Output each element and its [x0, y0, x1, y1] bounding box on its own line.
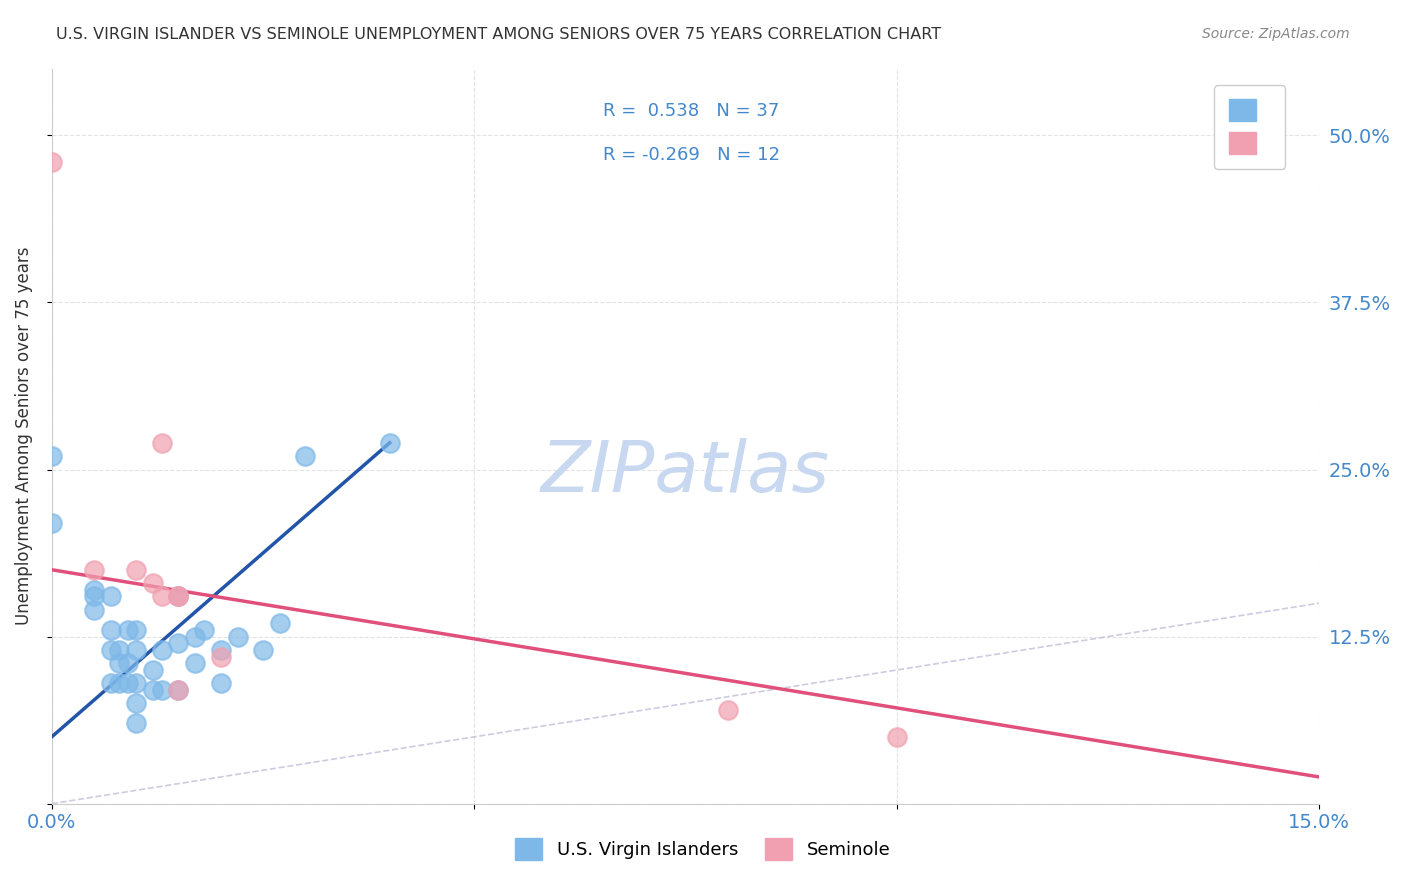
Point [108, 643, 131, 657]
Point [226, 630, 249, 644]
Point [100, 676, 122, 690]
Point [150, 643, 173, 657]
Point [209, 643, 232, 657]
Point [193, 623, 215, 637]
Point [100, 623, 122, 637]
Point [41, 516, 63, 530]
Point [108, 676, 131, 690]
Point [167, 590, 190, 604]
Point [100, 643, 122, 657]
Point [125, 643, 148, 657]
Point [117, 676, 139, 690]
Point [125, 716, 148, 731]
Point [41, 449, 63, 463]
Point [167, 590, 190, 604]
Point [83, 603, 105, 617]
Point [209, 649, 232, 664]
Point [125, 676, 148, 690]
Text: U.S. VIRGIN ISLANDER VS SEMINOLE UNEMPLOYMENT AMONG SENIORS OVER 75 YEARS CORREL: U.S. VIRGIN ISLANDER VS SEMINOLE UNEMPLO… [56, 27, 942, 42]
Point [167, 683, 190, 698]
Point [886, 730, 908, 744]
Point [142, 663, 165, 677]
Text: ZIPatlas: ZIPatlas [541, 438, 830, 508]
Point [167, 683, 190, 698]
Text: Source: ZipAtlas.com: Source: ZipAtlas.com [1202, 27, 1350, 41]
Point [83, 590, 105, 604]
Point [83, 582, 105, 597]
Point [125, 563, 148, 577]
Point [150, 435, 173, 450]
Point [41, 155, 63, 169]
Point [717, 703, 740, 717]
Legend: , : , [1215, 85, 1285, 169]
Point [184, 630, 207, 644]
Point [100, 590, 122, 604]
Point [125, 623, 148, 637]
Point [294, 449, 316, 463]
Point [252, 643, 274, 657]
Point [184, 657, 207, 671]
Point [269, 616, 291, 631]
Point [83, 563, 105, 577]
Y-axis label: Unemployment Among Seniors over 75 years: Unemployment Among Seniors over 75 years [15, 247, 32, 625]
Text: R =  0.538   N = 37: R = 0.538 N = 37 [603, 102, 779, 120]
Text: R = -0.269   N = 12: R = -0.269 N = 12 [603, 145, 780, 164]
Legend: U.S. Virgin Islanders, Seminole: U.S. Virgin Islanders, Seminole [501, 823, 905, 874]
Point [117, 657, 139, 671]
Point [142, 576, 165, 591]
Point [108, 657, 131, 671]
Point [167, 590, 190, 604]
Point [150, 590, 173, 604]
Point [117, 623, 139, 637]
Point [378, 435, 401, 450]
Point [142, 683, 165, 698]
Point [125, 697, 148, 711]
Point [209, 676, 232, 690]
Point [150, 683, 173, 698]
Point [167, 636, 190, 650]
